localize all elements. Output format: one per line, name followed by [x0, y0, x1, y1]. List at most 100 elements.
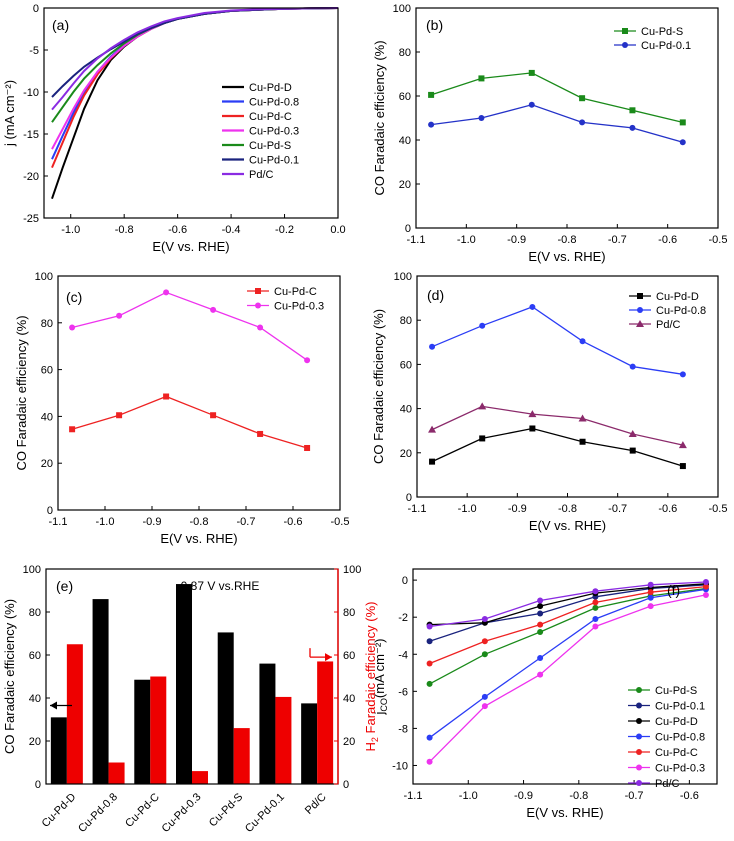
y-tick-label: 100 [393, 3, 411, 15]
data-point [481, 616, 488, 623]
bar-h2 [66, 644, 83, 784]
y-tick-label: 100 [23, 564, 41, 576]
data-point [429, 458, 436, 465]
y-axis-label: CO Faradaic efficiency (%) [372, 40, 387, 195]
bar-co [92, 599, 109, 784]
data-point [257, 430, 264, 437]
data-point [636, 780, 642, 786]
y-tick-label: 60 [29, 650, 41, 662]
x-axis-label: E(V vs. RHE) [529, 518, 606, 533]
panel-b: -1.1 -1.0 -0.9 -0.8 -0.7 -0.6 -0.5 E(V vs. RHE)… [372, 3, 727, 264]
data-point [679, 463, 686, 470]
y-tick-label: 60 [400, 359, 412, 371]
panel-a: -1.0 -0.8 -0.6 -0.4 -0.2 0.0 E(V vs. RHE) -25 -2… [2, 3, 346, 254]
data-point [678, 441, 687, 449]
y-tick-label: 0 [47, 505, 53, 517]
data-point [629, 124, 636, 131]
x-tick-label: -1.1 [408, 503, 427, 515]
panel-f: -1.1 -1.0 -0.9 -0.8 -0.7 -0.6 E(V vs. RHE) -10 -… [372, 568, 718, 820]
data-point [636, 702, 642, 709]
data-point [478, 115, 485, 121]
y2-tick-label: 80 [343, 607, 355, 619]
data-point [537, 654, 544, 661]
y2-tick-label: 0 [343, 779, 349, 791]
data-point [481, 651, 488, 658]
y-label-rest: (mA cm⁻²) [372, 639, 387, 699]
x-tick-label: -0.5 [709, 503, 728, 515]
data-point [255, 302, 261, 309]
data-point [69, 324, 76, 331]
x-tick-label: -0.5 [331, 516, 350, 528]
data-point [679, 371, 686, 378]
x-tick-label: -0.9 [514, 790, 533, 802]
data-point [702, 591, 709, 598]
data-point [592, 599, 599, 606]
y-tick-label: -25 [23, 213, 39, 225]
y-tick-label: 100 [394, 271, 412, 283]
data-point [579, 438, 586, 445]
y2-tick-label: 60 [343, 650, 355, 662]
y-tick-label: 100 [35, 271, 53, 283]
y-tick-label: -2 [398, 612, 408, 624]
y-tick-label: 20 [400, 448, 412, 460]
data-point [426, 680, 433, 687]
x-axis-label: E(V vs. RHE) [160, 531, 237, 546]
data-point [163, 393, 170, 400]
series-line [429, 587, 706, 685]
data-point [479, 322, 486, 329]
data-point [636, 764, 642, 771]
y2-tick-label: 100 [343, 564, 361, 576]
category-label: Cu-Pd-0.3 [160, 791, 204, 835]
bar-co [50, 717, 67, 784]
data-point [426, 758, 433, 765]
data-point [592, 616, 599, 623]
y-tick-label: 20 [29, 736, 41, 748]
data-point [579, 95, 586, 102]
panel-e: Cu-Pd-DCu-Pd-0.8 Cu-Pd-CCu-Pd-0.3 Cu-Pd-SC… [2, 564, 380, 835]
data-point [478, 75, 485, 82]
data-point [578, 414, 587, 422]
legend-label: Cu-Pd-0.1 [641, 40, 691, 52]
data-point [592, 604, 599, 611]
x-tick-label: 0.0 [330, 224, 345, 236]
data-point [429, 343, 436, 350]
series-line [429, 588, 706, 739]
x-axis-label: E(V vs. RHE) [526, 805, 603, 820]
y-tick-label: 20 [399, 179, 411, 191]
panel-d: -1.1 -1.0 -0.9 -0.8 -0.7 -0.6 -0.5 E(V vs. RHE)… [371, 271, 727, 533]
x-axis-label: E(V vs. RHE) [528, 249, 605, 264]
series-line [431, 104, 683, 143]
data-point [426, 734, 433, 741]
y-tick-label: 0 [406, 492, 412, 504]
data-point [529, 303, 536, 310]
data-point [426, 623, 433, 630]
x-tick-label: -0.8 [569, 790, 588, 802]
bar-co [217, 632, 234, 784]
data-point [537, 597, 544, 604]
legend-label: Cu-Pd-0.8 [656, 305, 706, 317]
x-tick-label: -1.0 [61, 224, 80, 236]
y-label-j: j [372, 711, 387, 715]
bar-h2 [233, 728, 250, 784]
data-point [537, 603, 544, 610]
legend-label: Cu-Pd-0.3 [274, 301, 324, 313]
category-label: Cu-Pd-C [123, 791, 162, 830]
data-point [481, 703, 488, 710]
data-point [647, 603, 654, 610]
legend-label: Cu-Pd-S [641, 26, 683, 38]
bar-co [134, 679, 151, 784]
bar-h2 [108, 762, 125, 784]
y-tick-label: 40 [29, 693, 41, 705]
data-point [210, 306, 217, 313]
y-tick-label: -8 [398, 723, 408, 735]
x-tick-label: -0.7 [237, 516, 256, 528]
y-tick-label: 0 [35, 779, 41, 791]
data-point [629, 447, 636, 454]
legend-label: Pd/C [249, 169, 274, 181]
series-line [429, 585, 706, 665]
series-line [431, 427, 684, 467]
legend-label: Cu-Pd-0.1 [655, 701, 705, 713]
data-point [255, 288, 261, 294]
x-tick-label: -0.6 [658, 503, 677, 515]
data-point [647, 581, 654, 588]
